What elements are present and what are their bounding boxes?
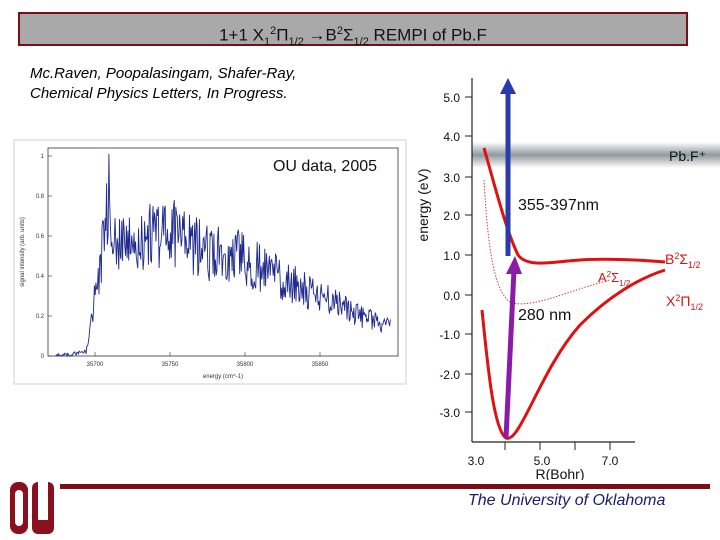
- title-bar: 1+1 X12Π1/2 →B2Σ1/2 REMPI of Pb.F: [18, 12, 688, 48]
- spectrum-x-tick: 35800: [237, 362, 254, 368]
- spectrum-x-tick: 35700: [87, 362, 104, 368]
- energy-y-ticks: 5.0 4.0 3.0 2.0 1.0 0.0 -1.0 -2.0 -3.0: [439, 91, 472, 420]
- spectrum-data-label: OU data, 2005: [273, 158, 377, 175]
- wavelength-upper-label: 355-397nm: [518, 197, 599, 214]
- energy-y-tick: 4.0: [443, 130, 460, 144]
- university-name: The University of Oklahoma: [468, 492, 666, 509]
- spectrum-x-label: energy (cm^-1): [203, 374, 243, 380]
- spectrum-x-tick: 35750: [162, 362, 179, 368]
- b-state-label: B2Σ1/2: [665, 251, 701, 270]
- energy-x-tick: 7.0: [602, 454, 619, 468]
- citation: Mc.Raven, Poopalasingam, Shafer-Ray, Che…: [30, 64, 296, 104]
- spectrum-y-tick: 0: [41, 354, 45, 360]
- b-state-curve: [482, 147, 666, 265]
- spectrum-y-tick: 0.4: [36, 274, 45, 280]
- footer-rule: [60, 484, 710, 489]
- energy-x-tick: 3.0: [468, 454, 485, 468]
- energy-x-tick: 5.0: [534, 454, 551, 468]
- spectrum-y-ticks: 0 0.2 0.4 0.6 0.8 1: [36, 154, 52, 360]
- energy-y-tick: 2.0: [443, 209, 460, 223]
- spectrum-y-tick: 0.2: [36, 314, 45, 320]
- energy-y-tick: 0.0: [443, 289, 460, 303]
- energy-y-tick: -2.0: [439, 368, 460, 382]
- energy-y-tick: 3.0: [443, 171, 460, 185]
- ion-label: Pb.F⁺: [669, 148, 706, 164]
- spectrum-x-tick: 35850: [312, 362, 329, 368]
- energy-x-label: R(Bohr): [535, 466, 584, 480]
- lower-arrow-head: [506, 256, 522, 274]
- x-state-label: X2Π1/2: [666, 293, 703, 312]
- slide-title: 1+1 X12Π1/2 →B2Σ1/2 REMPI of Pb.F: [219, 25, 487, 49]
- spectrum-y-tick: 0.8: [36, 194, 45, 200]
- energy-x-ticks: 3.0 5.0 7.0: [468, 442, 619, 468]
- ion-continuum-band: [472, 142, 720, 168]
- a-state-label: A2Σ1/2: [598, 270, 631, 288]
- spectrum-axes: [47, 147, 399, 357]
- energy-y-tick: -1.0: [439, 328, 460, 342]
- spectrum-series-line: [55, 153, 391, 358]
- spectrum-y-label: signal intensity (arb. units): [20, 217, 26, 287]
- energy-y-label: energy (eV): [415, 168, 431, 241]
- wavelength-lower-label: 280 nm: [518, 307, 571, 324]
- spectrum-x-ticks: 35700 35750 35800 35850: [87, 352, 329, 368]
- energy-y-tick: 1.0: [443, 249, 460, 263]
- ground-state-curve: [480, 268, 666, 440]
- spectrum-y-tick: 0.6: [36, 234, 45, 240]
- energy-y-tick: 5.0: [443, 91, 460, 105]
- lower-excitation-arrow: [503, 269, 517, 439]
- spectrum-plot: 0 0.2 0.4 0.6 0.8 1 35700 35750 35800 35…: [13, 139, 407, 385]
- upper-arrow-head: [500, 78, 516, 94]
- ou-logo: OU: [10, 482, 54, 534]
- energy-y-tick: -3.0: [439, 406, 460, 420]
- citation-line1: Mc.Raven, Poopalasingam, Shafer-Ray,: [30, 65, 297, 82]
- spectrum-y-tick: 1: [41, 154, 45, 160]
- citation-line2: Chemical Physics Letters, In Progress.: [30, 85, 288, 102]
- energy-diagram: 5.0 4.0 3.0 2.0 1.0 0.0 -1.0 -2.0 -3.0 3…: [415, 78, 720, 480]
